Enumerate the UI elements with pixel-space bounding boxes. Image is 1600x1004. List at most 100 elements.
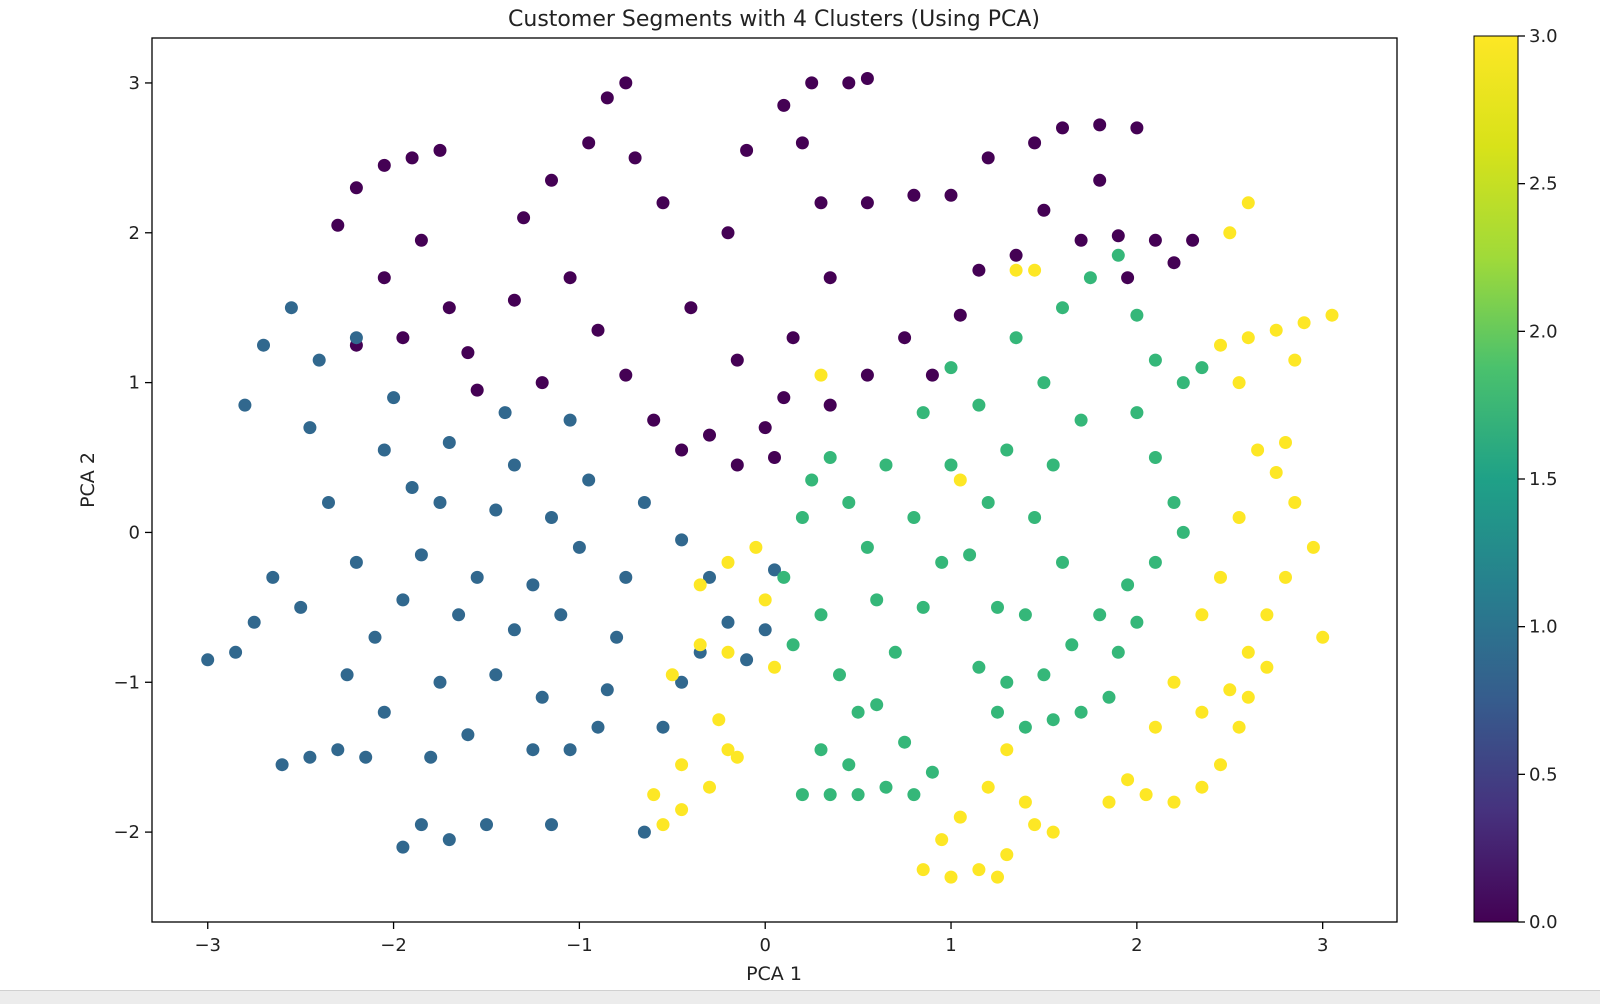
data-point — [628, 151, 642, 165]
data-point — [442, 301, 456, 315]
data-point — [777, 98, 791, 112]
data-point — [1000, 443, 1014, 457]
data-point — [972, 263, 986, 277]
data-point — [1056, 301, 1069, 315]
data-point — [1037, 203, 1051, 217]
data-point — [721, 226, 735, 240]
data-point — [860, 368, 874, 382]
window-bottom-strip — [0, 990, 1600, 1004]
data-point — [1037, 376, 1051, 390]
colorbar-ticks: 0.0 0.5 1.0 1.5 2.0 2.5 3.0 — [1518, 26, 1558, 933]
data-point — [944, 188, 958, 202]
data-point — [730, 458, 744, 472]
data-point — [377, 158, 391, 172]
data-point — [572, 540, 586, 554]
data-point — [981, 780, 995, 794]
data-point — [582, 136, 596, 150]
data-point — [461, 728, 475, 742]
data-point — [545, 173, 558, 187]
data-point — [1269, 323, 1283, 337]
data-point — [730, 750, 744, 764]
x-tick-label: −2 — [380, 935, 407, 956]
data-point — [1260, 660, 1274, 674]
data-point — [1111, 229, 1125, 243]
cluster-3-points — [647, 196, 1339, 884]
data-point — [489, 503, 503, 517]
data-point — [405, 151, 419, 165]
data-point — [637, 496, 651, 509]
data-point — [1297, 316, 1311, 330]
data-point — [963, 548, 977, 562]
y-tick-label: 2 — [129, 223, 140, 244]
data-point — [1148, 451, 1162, 464]
colorbar-tick-label: 3.0 — [1529, 26, 1558, 47]
data-point — [424, 750, 438, 764]
data-point — [1046, 825, 1060, 839]
data-point — [721, 615, 735, 629]
colorbar — [1473, 35, 1519, 923]
data-point — [610, 630, 624, 644]
data-point — [229, 645, 243, 659]
data-point — [331, 218, 345, 232]
data-point — [247, 615, 261, 629]
data-point — [470, 570, 484, 584]
data-point — [823, 788, 837, 802]
data-point — [619, 76, 633, 90]
data-point — [703, 780, 716, 794]
data-point — [275, 758, 289, 772]
data-point — [1037, 668, 1051, 682]
data-point — [1018, 720, 1032, 734]
data-point — [916, 600, 930, 614]
data-point — [470, 383, 484, 397]
y-axis-ticks: −2 −1 0 1 2 3 — [113, 73, 152, 843]
data-points — [201, 72, 1339, 884]
data-point — [340, 668, 354, 682]
data-point — [1176, 376, 1190, 390]
plot-area-frame — [151, 37, 1398, 923]
data-point — [647, 788, 661, 802]
x-tick-label: −1 — [566, 935, 593, 956]
data-point — [693, 578, 707, 592]
data-point — [1130, 121, 1144, 135]
data-point — [944, 458, 958, 472]
data-point — [563, 271, 577, 285]
data-point — [1214, 570, 1227, 584]
cluster-0-points — [331, 72, 1200, 472]
data-point — [1195, 361, 1209, 375]
data-point — [675, 803, 689, 817]
data-point — [507, 293, 521, 307]
cluster-1-points — [201, 301, 781, 854]
data-point — [331, 743, 345, 757]
data-point — [582, 473, 596, 487]
data-point — [1046, 458, 1060, 472]
data-point — [1232, 511, 1246, 524]
data-point — [758, 421, 772, 435]
data-point — [870, 698, 884, 712]
data-point — [1167, 496, 1181, 509]
data-point — [647, 413, 661, 427]
data-point — [972, 863, 986, 877]
data-point — [619, 570, 633, 584]
data-point — [879, 780, 893, 794]
data-point — [396, 840, 410, 854]
data-point — [377, 443, 391, 457]
data-point — [442, 833, 456, 847]
data-point — [1093, 608, 1107, 622]
data-point — [322, 496, 335, 509]
y-tick-label: −2 — [113, 822, 140, 843]
data-point — [563, 743, 577, 757]
colorbar-tick-label: 1.5 — [1529, 469, 1558, 490]
data-point — [1148, 353, 1162, 367]
data-point — [1279, 436, 1292, 449]
data-point — [1148, 555, 1162, 569]
data-point — [740, 143, 754, 157]
data-point — [860, 540, 874, 554]
data-point — [1074, 413, 1088, 427]
data-point — [526, 578, 540, 592]
data-point — [777, 570, 791, 584]
data-point — [665, 668, 679, 682]
data-point — [1214, 338, 1227, 352]
y-tick-label: 0 — [129, 522, 140, 543]
data-point — [442, 436, 456, 449]
data-point — [489, 668, 503, 682]
